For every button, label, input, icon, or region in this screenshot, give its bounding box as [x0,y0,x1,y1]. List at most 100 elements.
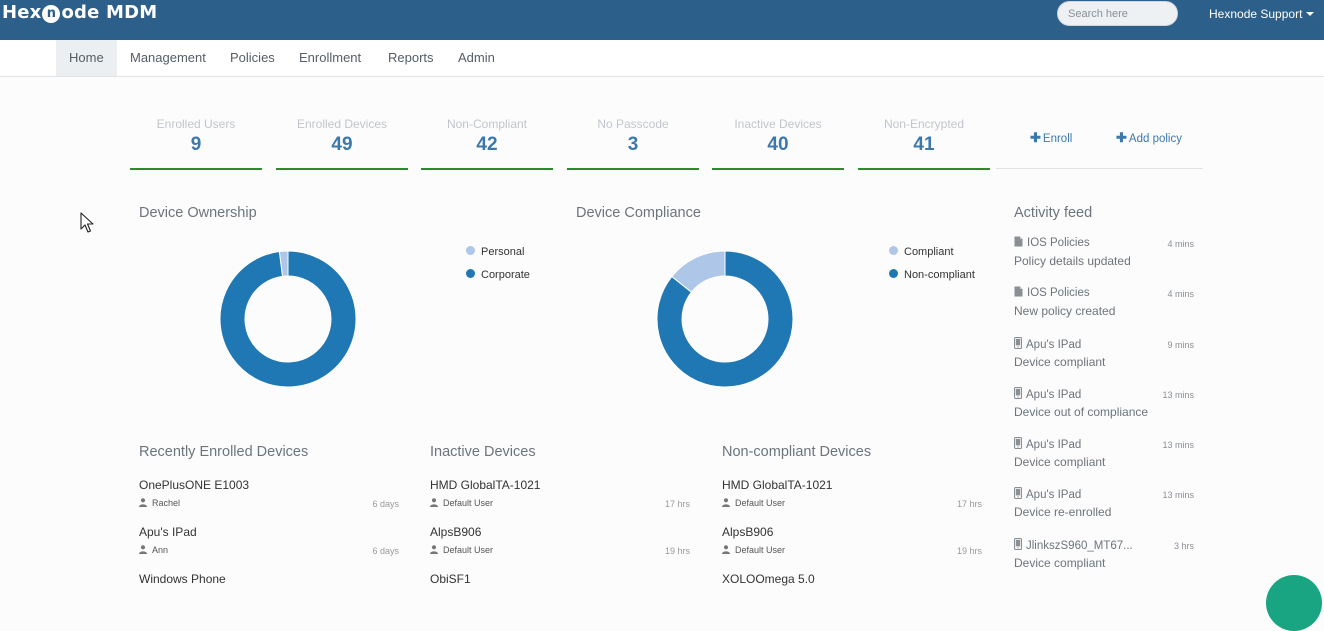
nav-home[interactable]: Home [56,40,117,76]
feed-item[interactable]: Apu's IPad Device out of compliance 13 min… [1013,386,1194,437]
list-item[interactable]: XOLOOmega 5.0 [722,570,982,617]
nav-enrollment[interactable]: Enrollment [299,50,362,65]
document-icon [1014,236,1023,247]
compliance-title: Device Compliance [576,205,701,221]
stat-label: Inactive Devices [734,117,822,131]
recent-devices-title: Recently Enrolled Devices [139,444,309,460]
stat-value: 3 [627,134,639,155]
list-item[interactable]: Apu's IPad Ann 6 days [139,523,399,570]
device-user: Ann [139,545,168,555]
legend-personal[interactable]: Personal [466,246,524,258]
stat-value: 40 [767,134,789,155]
user-icon [430,498,438,507]
main-nav: Home Management Policies Enrollment Repo… [0,40,1324,77]
stat-label: No Passcode [597,117,669,131]
feed-item-title[interactable]: JlinkszS960_MT67... [1013,537,1133,552]
add-policy-button[interactable]: ✚ Add policy [1116,130,1182,146]
legend-label: Corporate [481,269,530,281]
legend-non-compliant[interactable]: Non-compliant [889,269,975,281]
stat-enrolled-devices[interactable]: Enrolled Devices 49 [276,116,408,170]
feed-item[interactable]: IOS Policies New policy created 4 mins [1014,286,1194,336]
enroll-button[interactable]: ✚ Enroll [1030,130,1072,146]
chevron-down-icon [1306,12,1315,16]
device-name[interactable]: HMD GlobalTA-1021 [430,478,541,492]
list-item[interactable]: Windows Phone [139,570,399,617]
feed-item-title[interactable]: Apu's IPad [1013,487,1081,501]
feed-item-title[interactable]: IOS Policies [1014,236,1090,249]
legend-label: Compliant [904,246,954,258]
feed-item[interactable]: Apu's IPad Device re-enrolled 13 mins [1013,487,1194,537]
account-label: Hexnode Support [1209,7,1303,21]
feed-item-title[interactable]: IOS Policies [1014,286,1090,299]
legend-label: Non-compliant [904,269,975,281]
device-name[interactable]: OnePlusONE E1003 [139,478,250,492]
device-user: Default User [430,498,493,508]
search-input[interactable] [1057,1,1178,26]
device-name[interactable]: XOLOOmega 5.0 [722,572,815,586]
stat-enrolled-users[interactable]: Enrolled Users 9 [130,116,262,170]
legend-dot [466,269,475,278]
feed-item[interactable]: IOS Policies Policy details updated 4 mins [1014,236,1194,286]
feed-item[interactable]: JlinkszS960_MT67... Device compliant 3 hrs [1013,537,1194,588]
feed-item-desc: New policy created [1014,304,1116,319]
feed-item[interactable]: Apu's IPad Device compliant 13 mins [1013,437,1194,487]
feed-item-desc: Device out of compliance [1014,404,1149,419]
user-icon [139,498,147,507]
add-policy-label: Add policy [1128,133,1182,145]
app-logo[interactable]: Hex n ode MDM [2,2,158,23]
feed-item-time: 13 mins [1162,389,1194,400]
donut-slice-non-compliant[interactable] [656,250,794,388]
list-item[interactable]: HMD GlobalTA-1021 Default User 17 hrs [722,476,982,523]
user-icon [722,545,730,554]
stat-inactive-devices[interactable]: Inactive Devices 40 [712,116,844,170]
donut-slice-corporate[interactable] [219,250,357,388]
feed-item-time: 13 mins [1162,440,1194,451]
list-item[interactable]: OnePlusONE E1003 Rachel 6 days [139,476,399,523]
list-item[interactable]: AlpsB906 Default User 19 hrs [430,523,690,570]
device-name[interactable]: Apu's IPad [139,525,197,539]
feed-item-desc: Device compliant [1014,555,1106,570]
stat-non-compliant[interactable]: Non-Compliant 42 [421,116,553,170]
feed-item-title[interactable]: Apu's IPad [1013,437,1081,451]
feed-item[interactable]: Apu's IPad Device compliant 9 mins [1013,336,1194,387]
legend-dot [889,246,898,255]
device-name[interactable]: Windows Phone [139,572,226,586]
feed-item-desc: Device compliant [1014,354,1106,369]
device-user: Default User [722,545,785,555]
feed-item-title[interactable]: Apu's IPad [1013,336,1081,351]
user-icon [139,545,147,554]
legend-compliant[interactable]: Compliant [889,246,954,258]
mobile-icon [1013,336,1023,349]
account-menu[interactable]: Hexnode Support [1209,7,1315,21]
device-time: 19 hrs [664,546,690,556]
list-item[interactable]: AlpsB906 Default User 19 hrs [722,523,982,570]
inactive-devices-list: HMD GlobalTA-1021 Default User 17 hrs Alps… [430,476,690,617]
feed-item-time: 4 mins [1167,289,1194,300]
device-time: 6 days [372,499,399,509]
feed-item-title[interactable]: Apu's IPad [1013,386,1081,401]
legend-corporate[interactable]: Corporate [466,269,530,281]
list-item[interactable]: HMD GlobalTA-1021 Default User 17 hrs [430,476,690,523]
feed-item-desc: Device re-enrolled [1014,505,1112,520]
stat-value: 49 [331,134,353,155]
device-name[interactable]: AlpsB906 [722,525,774,539]
divider [996,168,1203,169]
nav-management[interactable]: Management [130,50,206,65]
nav-policies[interactable]: Policies [230,50,275,65]
stat-non-encrypted[interactable]: Non-Encrypted 41 [858,116,990,170]
stat-no-passcode[interactable]: No Passcode 3 [567,116,699,170]
device-name[interactable]: AlpsB906 [430,525,482,539]
device-name[interactable]: ObiSF1 [430,572,471,586]
device-name[interactable]: HMD GlobalTA-1021 [722,478,833,492]
list-item[interactable]: ObiSF1 [430,570,690,617]
plus-icon: ✚ [1030,130,1041,145]
plus-icon: ✚ [1116,130,1127,145]
nav-reports[interactable]: Reports [388,50,434,65]
feed-item-desc: Device compliant [1014,455,1106,470]
chat-widget-button[interactable] [1266,575,1322,631]
feed-item-time: 9 mins [1167,339,1194,350]
document-icon [1014,286,1023,297]
noncompliant-devices-title: Non-compliant Devices [722,444,872,460]
stat-label: Enrolled Users [156,117,236,131]
nav-admin[interactable]: Admin [458,50,495,65]
